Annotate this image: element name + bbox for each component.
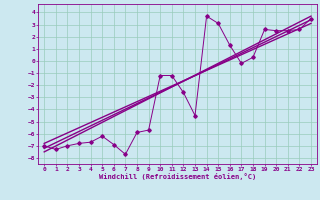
X-axis label: Windchill (Refroidissement éolien,°C): Windchill (Refroidissement éolien,°C) xyxy=(99,173,256,180)
